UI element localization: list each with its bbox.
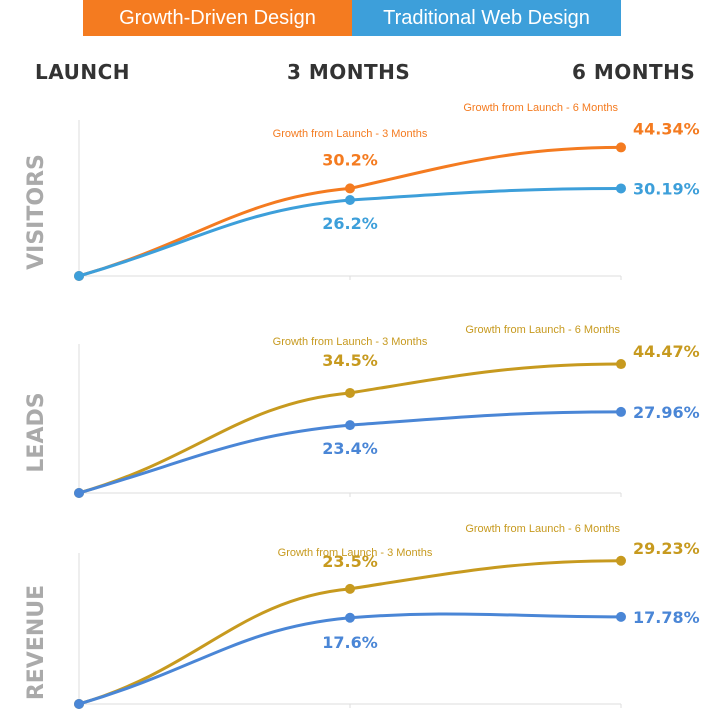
- annotation-growth-3-months: Growth from Launch - 3 Months: [278, 547, 433, 559]
- data-label: 30.2%: [322, 150, 378, 169]
- data-label: 27.96%: [633, 403, 700, 422]
- series-traditional: 26.2% 30.19%: [74, 179, 700, 281]
- data-label: 44.34%: [633, 119, 700, 138]
- series-traditional: 17.6% 17.78%: [74, 608, 700, 709]
- column-header-launch: LAUNCH: [35, 60, 131, 84]
- data-point: [345, 183, 355, 194]
- data-label: 29.23%: [633, 539, 700, 558]
- data-point: [616, 611, 626, 622]
- data-label: 17.78%: [633, 608, 700, 627]
- series-growth-driven: 30.2% 44.34%: [74, 119, 700, 281]
- row-label-leads: LEADS: [24, 392, 49, 472]
- data-point: [74, 699, 84, 709]
- data-point: [616, 406, 626, 417]
- data-point: [616, 359, 626, 370]
- data-point: [616, 183, 626, 194]
- series-growth-driven: 23.5% 29.23%: [74, 539, 700, 709]
- data-point: [345, 387, 355, 398]
- data-point: [345, 583, 355, 594]
- data-point: [616, 555, 626, 566]
- data-label: 34.5%: [322, 351, 378, 370]
- data-point: [74, 271, 84, 281]
- series-line: [77, 612, 623, 706]
- chart-panel-visitors: VISITORS Growth from Launch - 3 Months Gro…: [24, 102, 700, 281]
- annotation-growth-3-months: Growth from Launch - 3 Months: [273, 336, 428, 348]
- data-label: 26.2%: [322, 214, 378, 233]
- data-point: [345, 420, 355, 431]
- annotation-growth-3-months: Growth from Launch - 3 Months: [273, 128, 428, 140]
- data-label: 44.47%: [633, 342, 700, 361]
- chart-panel-revenue: REVENUE Growth from Launch - 3 Months Grow…: [24, 523, 700, 709]
- data-point: [345, 195, 355, 206]
- legend-traditional: Traditional Web Design: [352, 0, 621, 36]
- data-label: 17.6%: [322, 633, 378, 652]
- column-header-3-months: 3 MONTHS: [287, 60, 411, 84]
- data-label: 23.5%: [322, 552, 378, 571]
- data-point: [616, 142, 626, 153]
- annotation-growth-6-months: Growth from Launch - 6 Months: [465, 523, 620, 535]
- annotation-growth-6-months: Growth from Launch - 6 Months: [463, 102, 618, 114]
- row-label-visitors: VISITORS: [24, 154, 49, 270]
- series-traditional: 23.4% 27.96%: [74, 403, 700, 498]
- data-label: 23.4%: [322, 439, 378, 458]
- data-point: [74, 488, 84, 498]
- chart-panel-leads: LEADS Growth from Launch - 3 Months Growth…: [24, 324, 700, 498]
- column-header-6-months: 6 MONTHS: [572, 60, 696, 84]
- legend-growth-driven: Growth-Driven Design: [83, 0, 352, 36]
- annotation-growth-6-months: Growth from Launch - 6 Months: [465, 324, 620, 336]
- data-point: [345, 612, 355, 623]
- data-label: 30.19%: [633, 179, 700, 198]
- row-label-revenue: REVENUE: [24, 585, 49, 700]
- series-growth-driven: 34.5% 44.47%: [74, 342, 700, 498]
